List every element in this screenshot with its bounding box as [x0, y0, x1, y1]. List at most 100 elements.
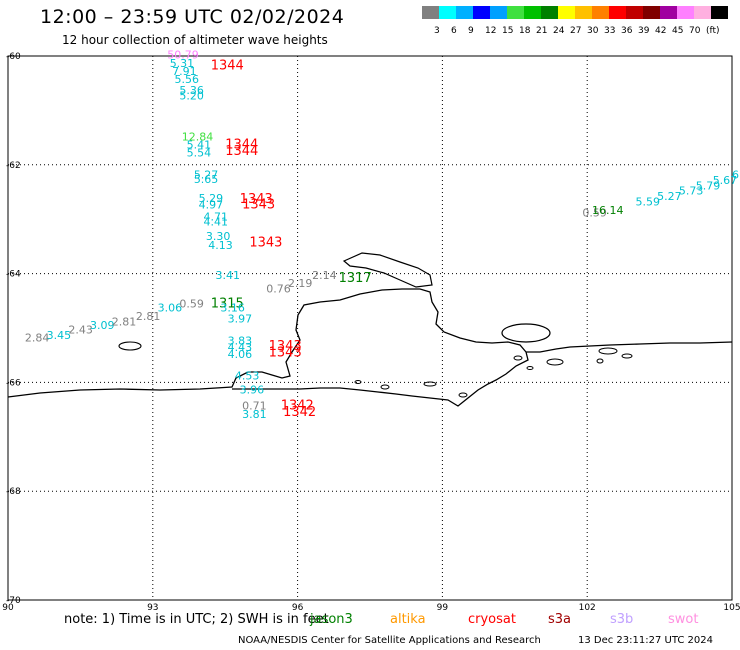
measurement-label: 5.67 [713, 174, 738, 187]
measurement-label: 3.41 [216, 269, 241, 282]
measurement-label: 5.54 [187, 147, 212, 160]
measurement-label: 3.83 [228, 334, 253, 347]
legend-label: 70 [689, 26, 701, 36]
legend-swatch [456, 6, 473, 19]
measurement-label: 5.73 [679, 185, 704, 198]
measurement-label: 5.56 [175, 73, 200, 86]
measurement-label: 1343 [249, 235, 282, 250]
credit-line: NOAA/NESDIS Center for Satellite Applica… [238, 635, 541, 646]
legend-swatch [711, 6, 728, 19]
island-outline [598, 347, 618, 355]
island-outline [546, 358, 564, 366]
island-outline [526, 366, 534, 370]
y-tick-label: -62 [6, 161, 21, 171]
legend-label: 24 [553, 26, 565, 36]
map-frame [7, 55, 733, 601]
legend-label: 18 [519, 26, 531, 36]
legend-swatch [422, 6, 439, 19]
measurement-label: 4.43 [228, 341, 253, 354]
island-outline [621, 353, 633, 359]
measurement-label: 3.97 [228, 313, 253, 326]
mission-label: s3a [548, 612, 572, 627]
island-outline [423, 381, 437, 387]
measurement-label: 3.09 [90, 319, 115, 332]
legend-label: 39 [638, 26, 650, 36]
measurement-label: 0.76 [266, 283, 291, 296]
measurement-label: 1342 [283, 405, 316, 420]
legend-swatch [473, 6, 490, 19]
legend-swatch [677, 6, 694, 19]
measurement-label: 5.79 [696, 179, 721, 192]
island-outline [501, 323, 551, 343]
legend-swatch [626, 6, 643, 19]
legend-label: 42 [655, 26, 667, 36]
measurement-label: 7.91 [172, 65, 197, 78]
measurement-label: 5.65 [194, 173, 219, 186]
y-tick-label: -60 [6, 52, 21, 62]
measurement-label: 3.96 [240, 383, 265, 396]
measurement-label: 1343 [269, 339, 302, 354]
mission-label: s3b [610, 612, 634, 627]
measurement-label: 5.20 [179, 90, 204, 103]
legend-swatch [507, 6, 524, 19]
legend-swatch [694, 6, 711, 19]
legend-label: 36 [621, 26, 633, 36]
x-tick-label: 90 [2, 603, 14, 612]
island-outline [596, 358, 604, 364]
measurement-label: 5.31 [170, 57, 195, 70]
legend-swatch [575, 6, 592, 19]
legend-swatch [524, 6, 541, 19]
measurement-label: 1317 [339, 271, 372, 286]
legend-swatch [490, 6, 507, 19]
measurement-label: 2.84 [25, 332, 50, 345]
y-tick-label: -66 [6, 378, 21, 388]
measurement-label: 2.43 [68, 323, 93, 336]
island-outline [354, 380, 362, 384]
measurement-label: 2.19 [288, 277, 313, 290]
measurement-label: 5.27 [657, 190, 682, 203]
measurement-label: 3.30 [206, 230, 231, 243]
island-outline [118, 341, 142, 351]
measurement-label: 5.59 [635, 196, 660, 209]
measurement-label: 16.14 [592, 204, 624, 217]
x-tick-label: 102 [579, 603, 596, 612]
measurement-label: 4.71 [203, 210, 228, 223]
measurement-label: 1344 [225, 144, 258, 159]
y-tick-label: -64 [6, 270, 21, 280]
measurement-label: 12.84 [182, 130, 214, 143]
measurement-label: 1344 [225, 137, 258, 152]
measurement-label: 0.71 [242, 400, 266, 413]
legend-swatch [439, 6, 456, 19]
legend-swatch [643, 6, 660, 19]
x-tick-label: 93 [147, 603, 158, 612]
wave-height-map: 90 93 96 99 102 105-60-62-64-66-68-7050.795.3… [2, 49, 740, 612]
x-tick-label: 99 [437, 603, 449, 612]
island-outline [458, 392, 468, 398]
footnote: note: 1) Time is in UTC; 2) SWH is in fe… [64, 612, 329, 627]
island-outline [513, 355, 523, 361]
x-tick-label: 96 [292, 603, 304, 612]
measurement-label: 5.41 [187, 138, 212, 151]
legend-swatch [609, 6, 626, 19]
measurement-label: 0.59 [179, 297, 204, 310]
measurement-label: 4.06 [228, 348, 253, 361]
measurement-label: 2.81 [112, 315, 137, 328]
measurement-label: 1343 [240, 192, 273, 207]
legend-label: 9 [468, 26, 474, 36]
legend-swatch [660, 6, 677, 19]
legend-label: 12 [485, 26, 497, 36]
mission-label: cryosat [468, 612, 516, 627]
y-tick-label: -70 [6, 596, 21, 606]
legend-label: 27 [570, 26, 582, 36]
measurement-label: 50.79 [167, 49, 199, 62]
mission-label: swot [668, 612, 699, 627]
legend-swatch [541, 6, 558, 19]
measurement-label: 5.29 [199, 192, 224, 205]
measurement-label: 4.97 [199, 198, 224, 211]
measurement-label: 0.59 [582, 206, 607, 219]
measurement-label: 4.13 [208, 239, 233, 252]
x-tick-label: 105 [723, 603, 740, 612]
legend-label: 45 [672, 26, 684, 36]
legend-label: 3 [434, 26, 440, 36]
generated-timestamp: 13 Dec 23:11:27 UTC 2024 [578, 635, 713, 646]
